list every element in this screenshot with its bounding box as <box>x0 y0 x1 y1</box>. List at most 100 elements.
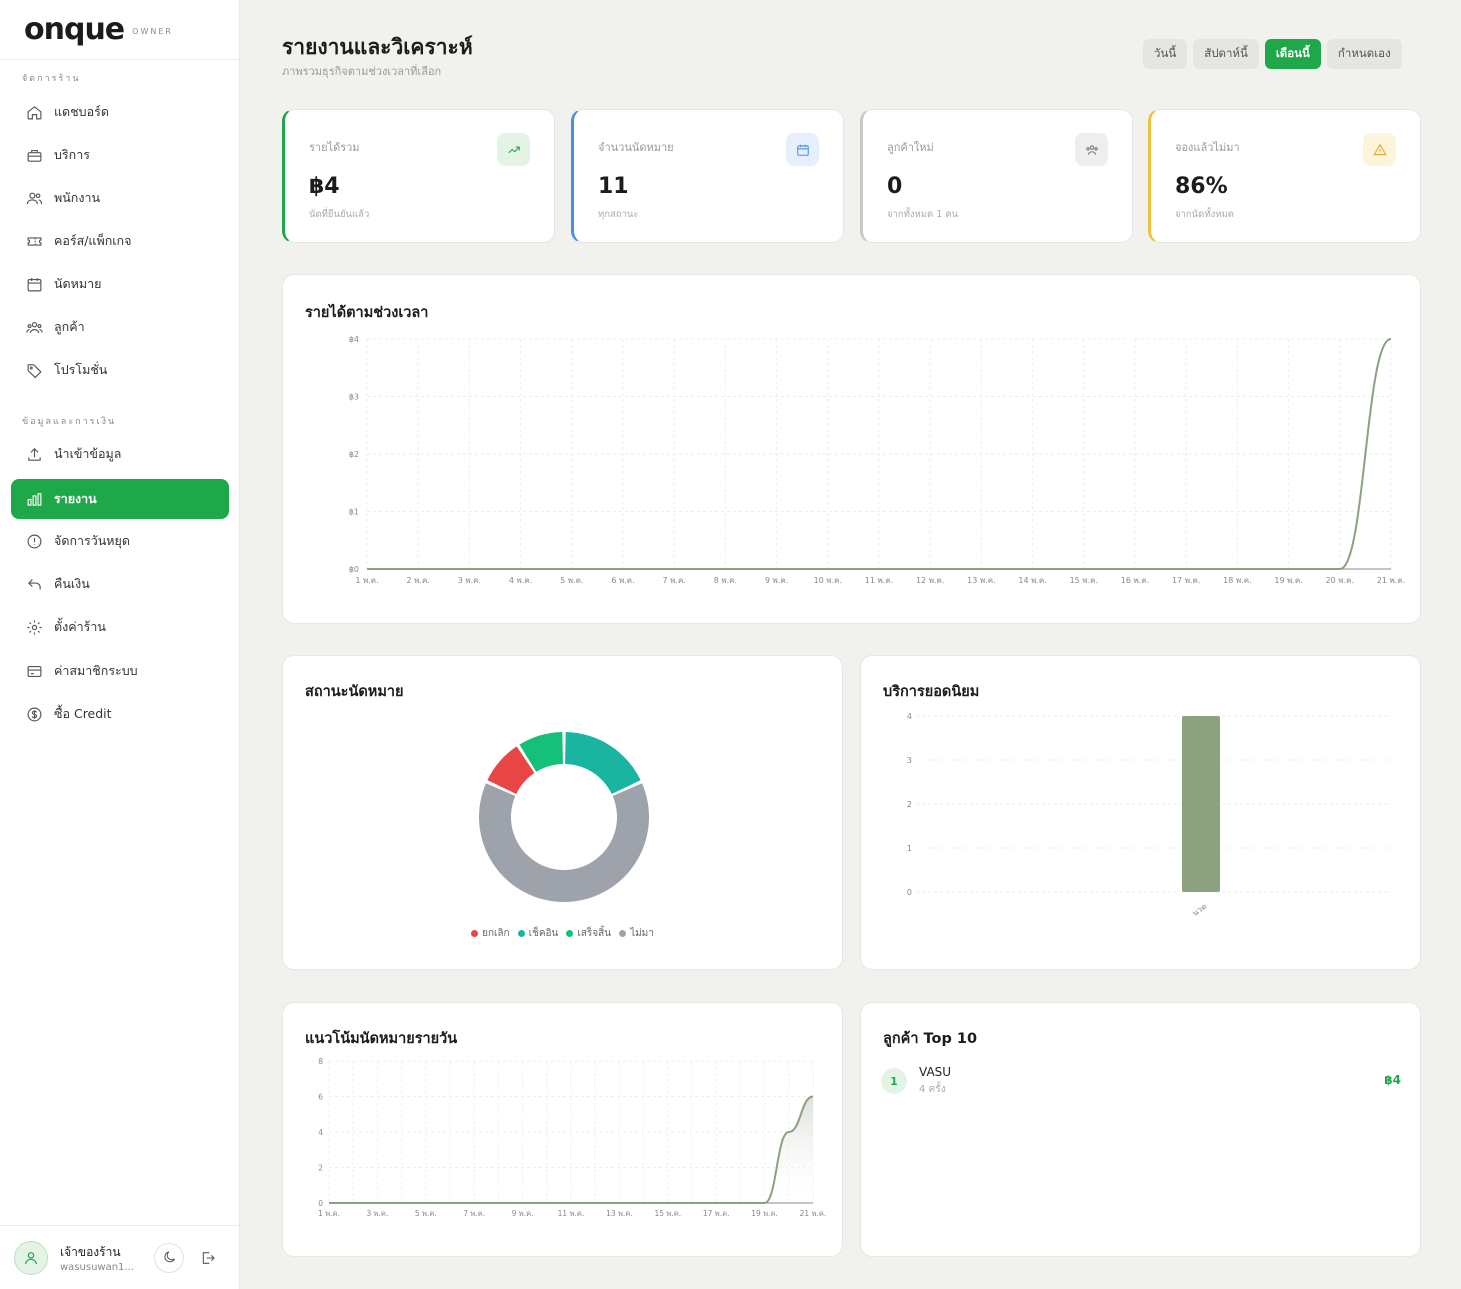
trend-series-line <box>329 1095 814 1204</box>
warning-icon <box>1363 133 1396 166</box>
top-customer-row[interactable]: 1 VASU 4 ครั้ง ฿4 <box>881 1065 1401 1105</box>
x-tick-label: 15 พ.ค. <box>1070 576 1098 585</box>
undo-icon <box>24 574 44 594</box>
nav-section-shop: จัดการร้าน <box>22 74 81 84</box>
stat-label: รายได้รวม <box>309 141 360 154</box>
x-tick-label: 11 พ.ค. <box>558 1209 585 1218</box>
x-tick-label: 1 พ.ค. <box>355 576 378 585</box>
y-tick-label: ฿4 <box>349 335 359 344</box>
legend-dot <box>619 929 627 937</box>
y-tick-label: 3 <box>907 756 912 765</box>
legend-label: เช็คอิน <box>528 928 559 939</box>
sidebar: onque OWNER จัดการร้าน แดชบอร์ด บริการ พ… <box>0 0 240 1289</box>
stat-card-no-show: จองแล้วไม่มา 86% จากนัดทั้งหมด <box>1148 109 1421 243</box>
sidebar-item-buy-credit[interactable]: ซื้อ Credit <box>11 694 229 734</box>
sidebar-item-label: พนักงาน <box>54 190 101 205</box>
avatar[interactable] <box>14 1240 48 1275</box>
stat-card-appointments: จำนวนนัดหมาย 11 ทุกสถานะ <box>571 109 844 243</box>
x-tick-label: 6 พ.ค. <box>611 576 634 585</box>
moon-icon <box>163 1251 175 1263</box>
sidebar-item-label: นัดหมาย <box>54 276 102 291</box>
sidebar-item-label: ซื้อ Credit <box>54 706 112 721</box>
x-tick-label: 4 พ.ค. <box>509 576 532 585</box>
trend-area-chart: 0 2 4 6 8 1 พ.ค. 3 พ.ค. 5 พ.ค. 7 พ.ค. 9 พ.ค. 11 พ.… <box>318 1057 826 1218</box>
donut-slice-0 <box>487 746 535 795</box>
services-chart-card: บริการยอดนิยม 0 1 2 3 4 นวด <box>860 655 1421 970</box>
x-tick-label: 11 พ.ค. <box>865 576 893 585</box>
legend-item[interactable]: ยกเลิก <box>471 928 510 939</box>
x-tick-label: 17 พ.ค. <box>1172 576 1200 585</box>
legend-dot <box>517 929 525 937</box>
sidebar-item-label: ลูกค้า <box>54 319 85 334</box>
sidebar-item-label: ตั้งค่าร้าน <box>54 619 106 634</box>
stat-note: นัดที่ยืนยันแล้ว <box>309 209 370 220</box>
sidebar-item-packages[interactable]: คอร์ส/แพ็กเกจ <box>11 221 229 261</box>
legend-item[interactable]: เช็คอิน <box>517 928 559 939</box>
user-icon <box>25 1251 37 1264</box>
range-tab-week[interactable]: สัปดาห์นี้ <box>1193 39 1259 69</box>
calendar-icon <box>24 274 44 294</box>
y-tick-label: ฿3 <box>349 393 359 402</box>
user-bar: เจ้าของร้าน wasusuwan1... <box>0 1225 240 1289</box>
customer-visit-count: 4 ครั้ง <box>919 1084 946 1095</box>
bar-0 <box>1182 716 1220 892</box>
sidebar-item-dashboard[interactable]: แดชบอร์ด <box>11 92 229 132</box>
x-tick-label: 10 พ.ค. <box>814 576 842 585</box>
sidebar-item-label: ค่าสมาชิกระบบ <box>54 663 138 678</box>
sidebar-item-customers[interactable]: ลูกค้า <box>11 307 229 347</box>
legend-item[interactable]: เสร็จสิ้น <box>566 928 611 939</box>
sidebar-item-reports[interactable]: รายงาน <box>11 479 229 519</box>
range-tab-custom[interactable]: กำหนดเอง <box>1326 39 1402 69</box>
sidebar-item-services[interactable]: บริการ <box>11 135 229 175</box>
theme-toggle-button[interactable] <box>154 1242 184 1273</box>
x-tick-label: 7 พ.ค. <box>663 576 686 585</box>
x-tick-label: 17 พ.ค. <box>703 1209 730 1218</box>
sidebar-item-import[interactable]: นำเข้าข้อมูล <box>11 434 229 474</box>
sidebar-item-subscription[interactable]: ค่าสมาชิกระบบ <box>11 651 229 691</box>
sidebar-item-holidays[interactable]: จัดการวันหยุด <box>11 521 229 561</box>
sidebar-item-settings[interactable]: ตั้งค่าร้าน <box>11 607 229 647</box>
status-legend: ยกเลิก เช็คอิน เสร็จสิ้น ไม่มา <box>283 926 842 941</box>
trending-up-icon <box>497 133 530 166</box>
x-tick-label: 7 พ.ค. <box>463 1209 485 1218</box>
sidebar-item-label: นำเข้าข้อมูล <box>54 446 122 461</box>
stat-value: ฿4 <box>309 174 340 199</box>
date-range-tabs: วันนี้ สัปดาห์นี้ เดือนนี้ กำหนดเอง <box>1143 39 1402 69</box>
range-tab-month[interactable]: เดือนนี้ <box>1264 39 1321 69</box>
y-tick-label: 6 <box>318 1093 323 1102</box>
x-tick-label: 2 พ.ค. <box>407 576 430 585</box>
customers-icon <box>24 317 44 337</box>
x-tick-label: 15 พ.ค. <box>654 1209 681 1218</box>
sidebar-item-refunds[interactable]: คืนเงิน <box>11 564 229 604</box>
credit-card-icon <box>24 661 44 681</box>
stat-note: จากทั้งหมด 1 คน <box>887 209 959 220</box>
customer-rank: 1 <box>881 1068 907 1094</box>
x-tick-label: นวด <box>1191 902 1209 918</box>
trend-chart-card: แนวโน้มนัดหมายรายวัน 0 2 4 6 8 1 พ.ค. 3 พ.ค. 5 … <box>282 1002 843 1257</box>
sidebar-item-label: แดชบอร์ด <box>54 104 109 119</box>
y-tick-label: 1 <box>907 844 912 853</box>
y-tick-label: 4 <box>907 712 912 721</box>
logout-button[interactable] <box>194 1244 222 1272</box>
dollar-circle-icon <box>24 704 44 724</box>
briefcase-icon <box>24 145 44 165</box>
range-tab-today[interactable]: วันนี้ <box>1143 39 1188 69</box>
logout-icon <box>202 1251 215 1264</box>
customer-amount: ฿4 <box>1384 1073 1401 1087</box>
user-info: เจ้าของร้าน wasusuwan1... <box>60 1243 144 1273</box>
y-tick-label: 4 <box>318 1128 323 1137</box>
sidebar-item-appointments[interactable]: นัดหมาย <box>11 264 229 304</box>
staff-icon <box>24 188 44 208</box>
donut-slice-3 <box>479 783 649 902</box>
y-tick-label: 8 <box>318 1057 323 1066</box>
sidebar-item-staff[interactable]: พนักงาน <box>11 178 229 218</box>
sidebar-item-promotions[interactable]: โปรโมชั่น <box>11 350 229 390</box>
stat-value: 86% <box>1175 174 1228 199</box>
legend-item[interactable]: ไม่มา <box>619 928 654 939</box>
brand-logo[interactable]: onque <box>24 12 125 47</box>
user-email: wasusuwan1... <box>60 1261 134 1273</box>
x-tick-label: 19 พ.ค. <box>1274 576 1302 585</box>
stat-card-revenue: รายได้รวม ฿4 นัดที่ยืนยันแล้ว <box>282 109 555 243</box>
sidebar-item-label: โปรโมชั่น <box>54 362 108 377</box>
revenue-chart-title: รายได้ตามช่วงเวลา <box>305 305 429 321</box>
